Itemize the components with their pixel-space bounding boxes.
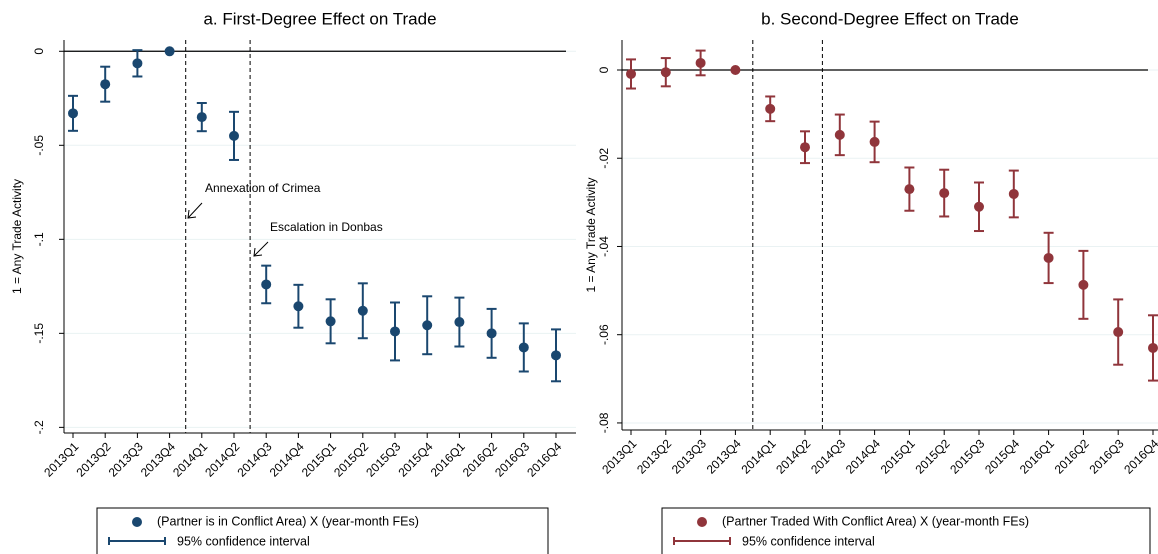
x-tick-label: 2015Q3 [363,439,403,479]
point [454,317,465,328]
x-tick-label: 2014Q2 [202,439,242,479]
legend-marker [697,517,707,527]
x-tick-label: 2013Q2 [634,436,674,476]
point [1148,342,1158,353]
point [626,68,636,79]
annotation-arrowhead [253,247,263,257]
x-tick-label: 2015Q1 [878,436,918,476]
y-tick-label: -.15 [32,323,46,344]
x-tick-label: 2013Q4 [704,436,744,476]
x-tick-label: 2015Q4 [982,436,1022,476]
point [325,316,336,327]
y-axis-label: 1 = Any Trade Activity [10,179,24,294]
point [422,320,433,331]
point [132,58,143,69]
x-tick-label: 2013Q2 [73,439,113,479]
legend-label: 95% confidence interval [177,534,310,548]
y-tick-label: -.02 [597,148,611,169]
point [904,184,915,195]
point [695,57,706,68]
y-tick-label: -.04 [597,236,611,257]
x-tick-label: 2014Q1 [170,439,210,479]
y-tick-label: -.1 [32,232,46,246]
annotation-arrow [187,202,203,219]
x-tick-label: 2016Q3 [492,439,532,479]
x-tick-label: 2013Q3 [106,439,146,479]
y-tick-label: -.05 [32,135,46,156]
x-tick-label: 2016Q2 [1052,436,1092,476]
x-tick-label: 2013Q4 [138,439,178,479]
x-tick-label: 2014Q4 [267,439,307,479]
x-tick-label: 2013Q3 [669,436,709,476]
point [68,108,78,119]
x-tick-label: 2016Q1 [1017,436,1057,476]
x-tick-label: 2015Q2 [912,436,952,476]
legend-box [661,507,1151,554]
point [293,301,304,312]
x-tick-label: 2014Q4 [843,436,883,476]
x-tick-label: 2013Q1 [41,439,81,479]
x-tick-label: 2014Q3 [808,436,848,476]
point [869,136,880,147]
point [551,350,561,361]
point [660,67,671,78]
point [939,188,950,199]
y-tick-label: 0 [32,48,46,55]
point [1113,327,1124,338]
y-tick-label: -.06 [597,324,611,345]
point [765,103,776,114]
chart-title: b. Second-Degree Effect on Trade [761,9,1019,28]
x-tick-label: 2015Q2 [331,439,371,479]
legend-label: (Partner Traded With Conflict Area) X (y… [722,514,1029,528]
x-tick-label: 2016Q2 [460,439,500,479]
legend-box [96,507,549,554]
x-tick-label: 2014Q1 [738,436,778,476]
annotation: Annexation of Crimea [205,181,321,195]
point [261,279,272,290]
x-tick-label: 2016Q4 [524,439,564,479]
annotation-arrow [253,241,269,257]
point [229,130,239,141]
point [800,142,810,153]
annotation: Escalation in Donbas [270,220,383,234]
x-tick-label: 2016Q3 [1086,436,1126,476]
annotation-arrowhead [187,209,197,219]
point [974,201,984,212]
legend-label: (Partner is in Conflict Area) X (year-mo… [157,514,419,528]
point [357,305,368,316]
legend-label: 95% confidence interval [742,534,875,548]
y-axis-label: 1 = Any Trade Activity [584,177,598,292]
y-tick-label: -.08 [597,412,611,433]
x-tick-label: 2015Q1 [299,439,339,479]
point [518,342,529,353]
x-tick-label: 2013Q1 [599,436,639,476]
point [164,46,175,57]
x-tick-label: 2015Q4 [395,439,435,479]
x-tick-label: 2015Q3 [947,436,987,476]
point [1078,279,1089,290]
x-tick-label: 2016Q4 [1121,436,1158,476]
point [834,129,845,140]
point [196,112,207,123]
y-tick-label: -.2 [32,420,46,434]
x-tick-label: 2014Q2 [773,436,813,476]
point [1008,188,1019,199]
point [1043,252,1054,263]
x-tick-label: 2016Q1 [428,439,468,479]
legend-marker [132,517,142,527]
point [486,328,497,339]
y-tick-label: 0 [597,66,611,73]
chart-title: a. First-Degree Effect on Trade [203,9,436,28]
point [100,79,111,90]
point [390,326,400,337]
x-tick-label: 2014Q3 [234,439,274,479]
point [730,65,741,75]
